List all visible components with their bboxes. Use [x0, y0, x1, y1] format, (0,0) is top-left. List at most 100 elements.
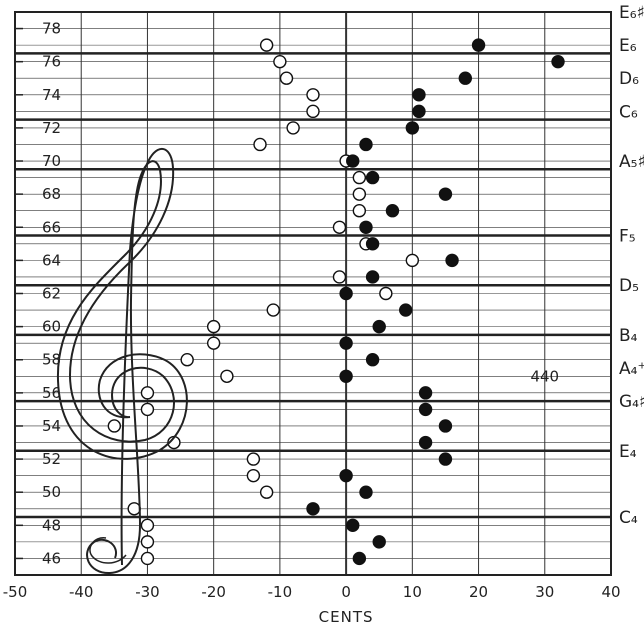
filled-point	[418, 435, 433, 450]
open-point	[107, 419, 122, 433]
filled-point	[418, 386, 433, 400]
filled-point	[359, 137, 373, 152]
open-point	[206, 319, 221, 334]
filled-point	[306, 502, 320, 516]
open-point	[266, 303, 280, 317]
filled-point	[385, 204, 400, 218]
x-tick-label: 20	[469, 583, 488, 601]
open-point	[127, 502, 141, 516]
filled-point	[412, 104, 426, 119]
filled-point	[412, 88, 426, 102]
open-point	[140, 518, 155, 533]
open-point	[259, 38, 274, 52]
filled-point	[365, 270, 380, 284]
open-point	[352, 204, 367, 218]
open-point	[306, 88, 320, 102]
filled-point	[551, 54, 565, 69]
y-tick-label: 58	[42, 351, 61, 369]
treble-clef-icon	[56, 147, 188, 575]
open-point	[379, 286, 393, 301]
note-label: E₆♯	[619, 3, 644, 23]
y-tick-label: 54	[42, 417, 61, 435]
x-axis-label: CENTS	[319, 608, 374, 626]
note-label: E₄	[619, 442, 637, 462]
x-tick-label: -10	[268, 583, 293, 601]
y-tick-label: 68	[42, 185, 61, 203]
filled-point	[346, 154, 360, 168]
filled-point	[438, 187, 453, 201]
open-point	[246, 452, 261, 466]
filled-point	[445, 253, 459, 268]
filled-point	[365, 170, 380, 185]
open-point	[286, 121, 300, 135]
open-point	[352, 170, 367, 185]
filled-point	[339, 468, 353, 483]
y-tick-label: 60	[42, 318, 61, 336]
filled-point	[471, 38, 486, 52]
filled-point	[405, 121, 420, 135]
filled-point	[399, 303, 413, 317]
open-point	[220, 369, 234, 383]
y-tick-label: 70	[42, 152, 61, 170]
filled-point	[352, 551, 367, 566]
x-tick-label: 40	[601, 583, 620, 601]
filled-point	[372, 535, 386, 549]
open-point	[140, 535, 155, 549]
filled-point	[359, 220, 373, 234]
annotation: 440	[530, 367, 559, 385]
open-point	[259, 485, 274, 499]
note-label: C₆	[619, 102, 638, 122]
y-tick-label: 62	[42, 285, 61, 303]
y-tick-label: 46	[42, 549, 61, 567]
open-point	[140, 551, 155, 566]
filled-point	[365, 237, 380, 251]
y-tick-label: 50	[42, 483, 61, 501]
y-tick-label: 52	[42, 450, 61, 468]
note-label: F₅	[619, 227, 636, 247]
open-point	[140, 402, 155, 417]
filled-point	[339, 336, 353, 350]
y-tick-label: 74	[42, 86, 61, 104]
filled-point	[339, 286, 353, 301]
filled-point	[372, 319, 386, 334]
filled-point	[418, 402, 433, 417]
filled-circle-series	[306, 38, 565, 566]
open-point	[279, 71, 294, 85]
note-label: C₄	[619, 508, 638, 528]
open-point	[273, 54, 287, 69]
filled-point	[458, 71, 473, 85]
filled-point	[339, 369, 353, 383]
x-tick-label: -40	[69, 583, 94, 601]
filled-point	[438, 419, 453, 433]
open-point	[352, 187, 367, 201]
note-label: A₅♯	[619, 152, 644, 172]
x-tick-label: 0	[341, 583, 351, 601]
x-tick-label: -20	[201, 583, 226, 601]
note-label: B₄	[619, 326, 638, 346]
y-tick-label: 66	[42, 218, 61, 236]
filled-point	[359, 485, 373, 499]
x-tick-label: -50	[3, 583, 28, 601]
open-circle-series	[107, 38, 420, 566]
x-tick-label: 30	[535, 583, 554, 601]
y-tick-label: 76	[42, 53, 61, 71]
note-label: D₅	[619, 276, 639, 296]
y-tick-label: 48	[42, 516, 61, 534]
note-label: E₆	[619, 36, 637, 56]
open-point	[306, 104, 320, 119]
open-point	[180, 353, 194, 367]
filled-point	[346, 518, 360, 533]
open-point	[246, 468, 261, 483]
note-label: G₄♯	[619, 392, 644, 412]
open-point	[140, 386, 155, 400]
grid	[14, 11, 612, 576]
open-point	[405, 253, 420, 268]
y-tick-label: 64	[42, 251, 61, 269]
open-point	[206, 336, 221, 350]
filled-point	[365, 353, 380, 367]
x-tick-label: 10	[403, 583, 422, 601]
open-point	[253, 137, 267, 152]
x-tick-label: -30	[135, 583, 160, 601]
y-tick-label: 72	[42, 119, 61, 137]
